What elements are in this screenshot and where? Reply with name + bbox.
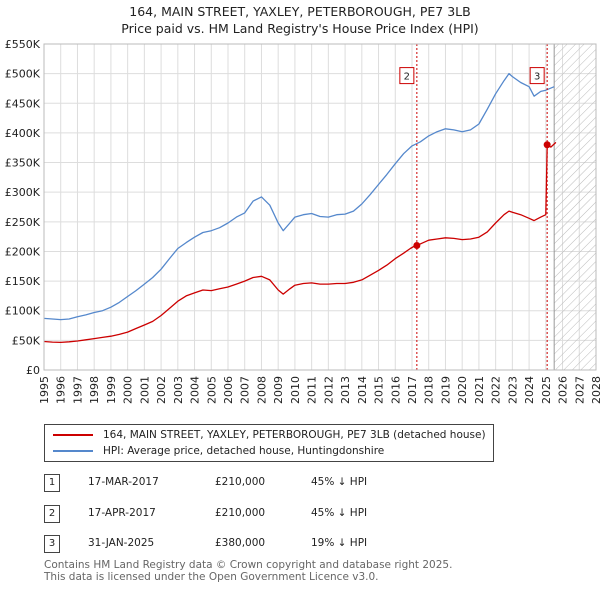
sale-row: 3 31-JAN-2025 £380,000 19% ↓ HPI [44, 535, 444, 555]
x-tick-label: 2016 [389, 376, 402, 404]
series-line-hpi [44, 72, 555, 321]
x-tick-label: 2004 [189, 376, 202, 404]
x-tick-label: 2002 [155, 376, 168, 404]
x-tick-label: 2017 [406, 376, 419, 404]
x-tick-label: 2005 [205, 376, 218, 404]
x-tick-label: 2009 [272, 376, 285, 404]
legend: 164, MAIN STREET, YAXLEY, PETERBOROUGH, … [44, 424, 494, 462]
sale-price: £380,000 [215, 537, 266, 549]
chart-title: 164, MAIN STREET, YAXLEY, PETERBOROUGH, … [0, 3, 600, 37]
x-tick-label: 1998 [88, 376, 101, 404]
sale-row: 2 17-APR-2017 £210,000 45% ↓ HPI [44, 505, 444, 525]
sale-number: 3 [44, 535, 60, 553]
legend-item-property: 164, MAIN STREET, YAXLEY, PETERBOROUGH, … [53, 427, 486, 443]
footer-licence: This data is licensed under the Open Gov… [44, 571, 379, 583]
legend-label-property: 164, MAIN STREET, YAXLEY, PETERBOROUGH, … [103, 429, 486, 441]
plot-frame [43, 43, 597, 371]
axes: 1995 1996 1997 1998 1999 2000 2001 2002 2003 2004… [5, 38, 600, 404]
sale-hpi-diff: 45% ↓ HPI [311, 476, 368, 488]
hatch-region [554, 44, 596, 370]
series-line-property [44, 141, 557, 344]
x-tick-label: 1997 [71, 376, 84, 404]
sale-hpi-diff: 45% ↓ HPI [311, 507, 368, 519]
y-tick-label: £250K [5, 216, 41, 229]
sale-hpi-diff: 19% ↓ HPI [311, 537, 368, 549]
y-tick-label: £550K [5, 38, 41, 51]
sale-number: 2 [44, 505, 60, 523]
x-tick-label: 2006 [222, 376, 235, 404]
y-tick-label: £450K [5, 97, 41, 110]
x-tick-label: 2001 [138, 376, 151, 404]
sale-date: 31-JAN-2025 [88, 537, 155, 549]
sale-point [413, 242, 421, 250]
legend-swatch-property [53, 434, 93, 436]
x-tick-label: 2018 [423, 376, 436, 404]
x-tick-label: 2019 [439, 376, 452, 404]
x-tick-label: 2014 [356, 376, 369, 404]
legend-item-hpi: HPI: Average price, detached house, Hunt… [53, 443, 384, 459]
y-tick-label: £150K [5, 275, 41, 288]
x-tick-label: 1996 [55, 376, 68, 404]
y-tick-label: £0 [26, 364, 40, 377]
legend-swatch-hpi [53, 450, 93, 452]
sale-row: 1 17-MAR-2017 £210,000 45% ↓ HPI [44, 474, 444, 494]
x-tick-label: 1995 [38, 376, 51, 404]
x-tick-label: 2008 [255, 376, 268, 404]
marker-label: 2 [404, 72, 410, 83]
y-tick-label: £500K [5, 68, 41, 81]
x-tick-label: 2010 [289, 376, 302, 404]
x-tick-label: 2015 [373, 376, 386, 404]
x-tick-label: 2022 [490, 376, 503, 404]
x-tick-label: 2020 [456, 376, 469, 404]
x-tick-label: 2011 [306, 376, 319, 404]
x-tick-label: 2028 [590, 376, 600, 404]
sale-price: £210,000 [215, 507, 266, 519]
x-tick-label: 2027 [573, 376, 586, 404]
x-tick-label: 2012 [322, 376, 335, 404]
x-tick-label: 2000 [122, 376, 135, 404]
x-tick-label: 2026 [557, 376, 570, 404]
y-tick-label: £350K [5, 157, 41, 170]
y-tick-label: £200K [5, 245, 41, 258]
title-line-2: Price paid vs. HM Land Registry's House … [121, 21, 479, 36]
x-tick-label: 2007 [239, 376, 252, 404]
x-tick-label: 2024 [523, 376, 536, 404]
legend-label-hpi: HPI: Average price, detached house, Hunt… [103, 445, 385, 457]
y-tick-label: £300K [5, 186, 41, 199]
x-tick-label: 2013 [339, 376, 352, 404]
future-hatch-area [553, 44, 596, 370]
series-lines [44, 72, 557, 344]
y-tick-label: £100K [5, 305, 41, 318]
y-tick-label: £400K [5, 127, 41, 140]
marker-label: 3 [534, 72, 540, 83]
x-tick-label: 2023 [506, 376, 519, 404]
marker-box [529, 67, 545, 85]
x-tick-label: 2021 [473, 376, 486, 404]
sale-point [543, 141, 551, 149]
x-tick-label: 2003 [172, 376, 185, 404]
sale-price: £210,000 [215, 476, 266, 488]
x-tick-label: 1999 [105, 376, 118, 404]
title-line-1: 164, MAIN STREET, YAXLEY, PETERBOROUGH, … [129, 4, 471, 19]
y-tick-label: £50K [12, 334, 41, 347]
footer-copyright: Contains HM Land Registry data © Crown c… [44, 559, 453, 571]
sale-date: 17-APR-2017 [88, 507, 156, 519]
footer: Contains HM Land Registry data © Crown c… [44, 559, 452, 583]
sale-number: 1 [44, 474, 60, 492]
marker-box [399, 67, 415, 85]
x-tick-label: 2025 [540, 376, 553, 404]
grid [43, 43, 597, 371]
sale-date: 17-MAR-2017 [88, 476, 159, 488]
